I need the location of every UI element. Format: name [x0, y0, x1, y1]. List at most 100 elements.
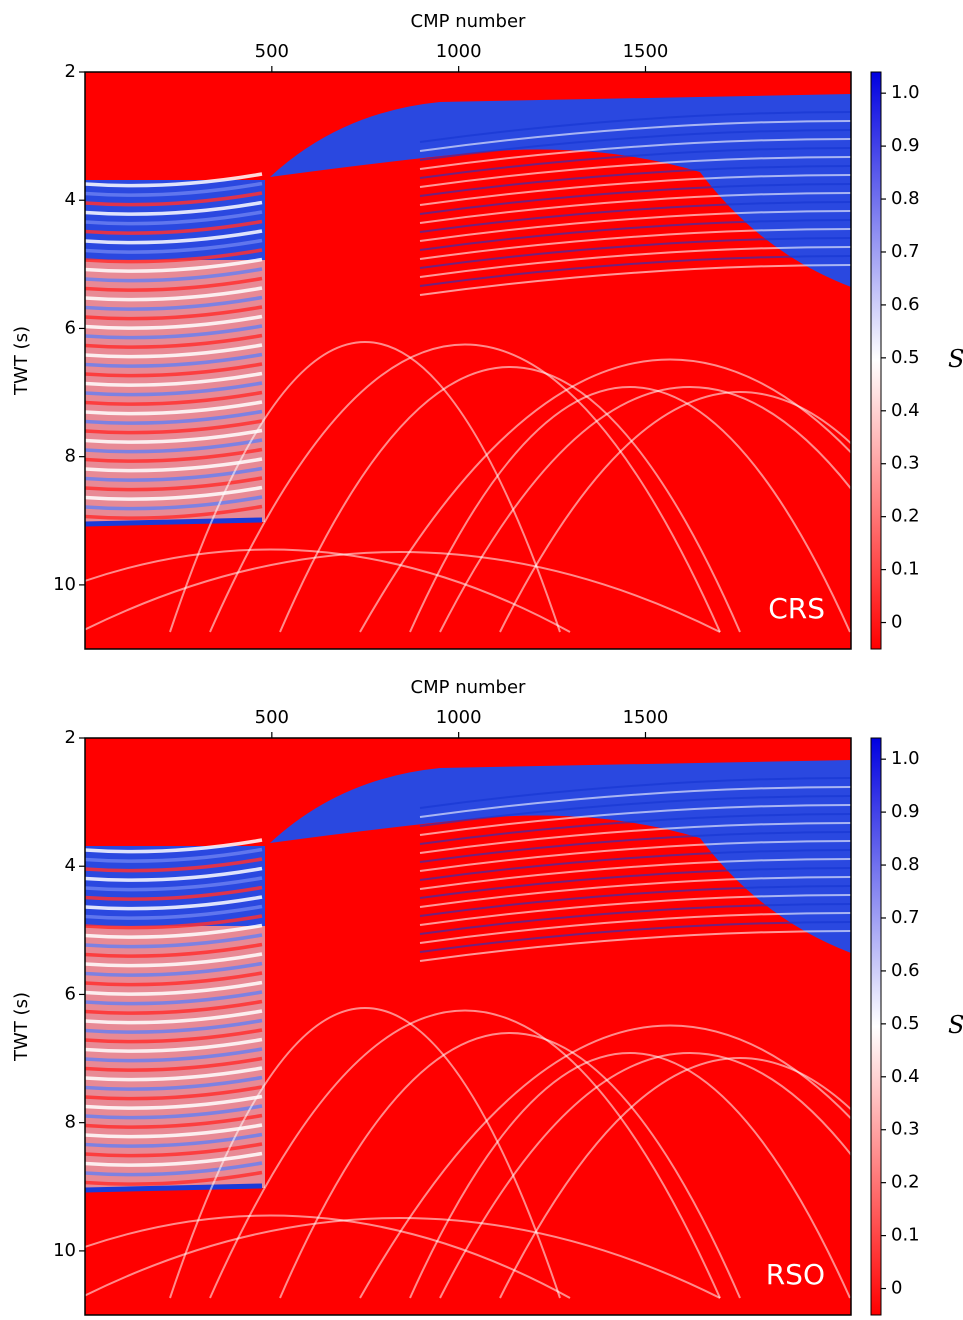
stripe: [85, 390, 263, 406]
stripe: [85, 876, 263, 892]
stripe: [85, 257, 263, 273]
stripe: [85, 1047, 263, 1063]
stripe: [85, 904, 263, 920]
y-tick-label: 8: [65, 1112, 76, 1133]
stripe: [419, 129, 851, 161]
y-tick-label: 4: [65, 189, 76, 210]
stripe: [85, 952, 263, 968]
y-tick-label: 2: [65, 61, 76, 82]
stripe: [85, 485, 263, 501]
panel-label: CRS: [768, 592, 825, 625]
stripe: [85, 229, 263, 245]
stripe: [85, 923, 263, 939]
stripe: [419, 228, 851, 260]
coherent-region: [85, 846, 265, 926]
stripe: [85, 343, 263, 359]
diffraction: [85, 1217, 721, 1299]
stripe: [85, 504, 263, 520]
colorbar-tick-label: 0.4: [891, 1066, 920, 1087]
diffraction: [279, 1032, 741, 1299]
stripe: [419, 237, 851, 269]
diffraction: [409, 1052, 851, 1299]
colorbar-tick-label: 1.0: [891, 748, 920, 769]
stripe: [85, 409, 263, 425]
stripe: [419, 912, 851, 944]
stripe: [85, 248, 263, 264]
stripe: [85, 1104, 263, 1120]
stripe: [85, 961, 263, 977]
x-tick-label: 1000: [436, 41, 482, 62]
stripe: [85, 933, 263, 949]
stripe: [85, 1085, 263, 1101]
colorbar-label: S: [948, 1011, 963, 1039]
stripe: [419, 885, 851, 917]
stripe: [85, 381, 263, 397]
stripe: [85, 857, 263, 873]
colorbar-tick-label: 0.6: [891, 294, 920, 315]
stripe: [419, 201, 851, 233]
stripe: [85, 438, 263, 454]
heatmap: [85, 738, 851, 1315]
stripe: [419, 246, 851, 278]
stripe: [85, 914, 263, 930]
stripe: [85, 971, 263, 987]
stripe: [419, 840, 851, 872]
stripe: [85, 1113, 263, 1129]
stripe: [419, 777, 851, 809]
stripe: [419, 876, 851, 908]
stripe: [419, 264, 851, 296]
coherent-region: [85, 180, 265, 260]
stripe: [85, 400, 263, 416]
stripe: [85, 295, 263, 311]
stripe: [419, 147, 851, 179]
y-tick-label: 4: [65, 855, 76, 876]
stripe: [85, 419, 263, 435]
colorbar-tick-label: 0: [891, 612, 902, 633]
stripe: [85, 181, 263, 197]
stripe: [85, 466, 263, 482]
stripe: [419, 255, 851, 287]
stripe: [85, 371, 263, 387]
y-tick-label: 6: [65, 983, 76, 1004]
x-axis-label: CMP number: [411, 677, 527, 698]
stripe: [419, 138, 851, 170]
y-tick-label: 2: [65, 727, 76, 748]
stripe: [85, 238, 263, 254]
stripe: [85, 447, 263, 463]
diffraction: [169, 1007, 561, 1299]
colorbar-tick-label: 0.2: [891, 506, 920, 527]
diffraction: [85, 551, 721, 633]
stripe: [85, 1161, 263, 1177]
y-axis-label: TWT (s): [11, 992, 32, 1062]
stripe: [85, 1009, 263, 1025]
stripe: [419, 858, 851, 890]
stripe: [85, 1094, 263, 1110]
diffraction: [85, 1214, 571, 1299]
colorbar-tick-label: 0.6: [891, 960, 920, 981]
diffraction: [439, 386, 851, 633]
diffraction: [279, 366, 741, 633]
y-tick-label: 10: [53, 1240, 76, 1261]
stripe: [85, 517, 263, 527]
colorbar: [870, 737, 882, 1316]
plot-frame: [84, 737, 852, 1316]
diffraction: [439, 1052, 851, 1299]
colorbar-tick-label: 0: [891, 1278, 902, 1299]
stripe: [85, 1028, 263, 1044]
stripe: [419, 174, 851, 206]
colorbar-tick-label: 0.4: [891, 400, 920, 421]
colorbar-tick-label: 0.3: [891, 453, 920, 474]
stripe: [419, 120, 851, 152]
stripe: [85, 1018, 263, 1034]
stripe: [85, 476, 263, 492]
y-tick-label: 8: [65, 446, 76, 467]
stripe: [85, 314, 263, 330]
x-tick-label: 1500: [623, 707, 669, 728]
stripe: [85, 847, 263, 863]
stripe: [419, 210, 851, 242]
stripe: [85, 942, 263, 958]
x-axis-label: CMP number: [411, 11, 527, 32]
stripe: [85, 305, 263, 321]
colorbar: [870, 71, 882, 650]
